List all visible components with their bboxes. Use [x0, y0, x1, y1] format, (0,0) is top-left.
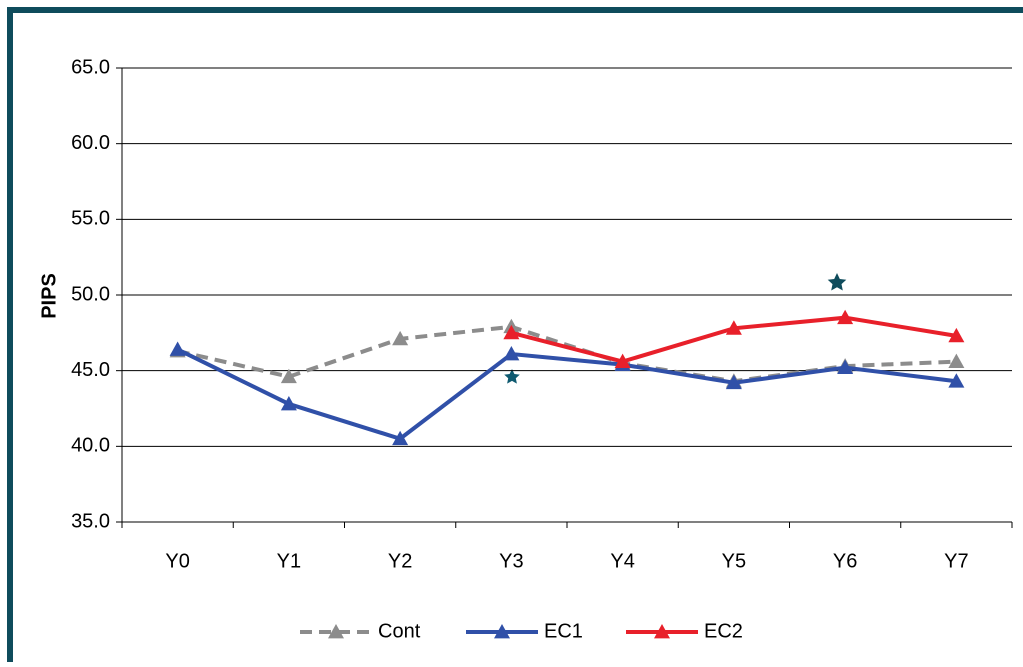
point-marker — [948, 373, 965, 388]
point-marker — [614, 353, 631, 368]
y-tick-label: 65.0 — [71, 56, 110, 78]
x-tick-label: Y3 — [499, 550, 523, 572]
point-marker — [503, 346, 520, 361]
legend-marker — [654, 624, 670, 639]
y-tick-label: 60.0 — [71, 132, 110, 154]
legend-label: EC2 — [704, 620, 743, 642]
point-marker — [948, 327, 965, 343]
y-tick-label: 45.0 — [71, 359, 110, 381]
significance-star — [504, 369, 520, 384]
point-marker — [503, 324, 520, 340]
x-tick-label: Y1 — [277, 550, 301, 572]
x-tick-label: Y2 — [388, 550, 412, 572]
point-marker — [725, 320, 742, 335]
x-tick-label: Y7 — [944, 550, 968, 572]
legend-label: EC1 — [544, 620, 583, 642]
significance-star — [827, 273, 847, 291]
legend-label: Cont — [378, 620, 421, 642]
x-tick-label: Y0 — [165, 550, 189, 572]
point-marker — [837, 309, 854, 325]
frame — [7, 7, 1023, 667]
y-axis-label: PIPS — [38, 273, 60, 319]
y-tick-label: 40.0 — [71, 435, 110, 457]
y-tick-label: 35.0 — [71, 510, 110, 532]
legend-marker — [494, 624, 510, 639]
point-marker — [392, 430, 409, 446]
point-marker — [725, 374, 742, 390]
point-marker — [280, 368, 297, 384]
y-tick-label: 55.0 — [71, 208, 110, 230]
series-line — [176, 347, 957, 441]
point-marker — [280, 395, 297, 411]
point-marker — [948, 353, 965, 368]
y-tick-label: 50.0 — [71, 283, 110, 305]
x-tick-label: Y5 — [722, 550, 746, 572]
x-tick-label: Y6 — [833, 550, 857, 572]
x-tick-label: Y4 — [610, 550, 634, 572]
point-marker — [837, 359, 854, 375]
point-marker — [392, 330, 409, 346]
legend-marker — [328, 624, 344, 639]
point-marker — [169, 341, 186, 356]
